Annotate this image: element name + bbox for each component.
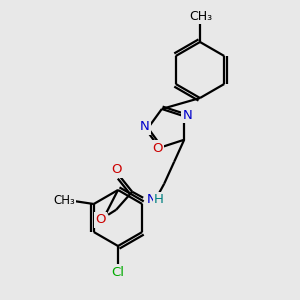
- Text: N: N: [140, 121, 150, 134]
- Text: H: H: [154, 193, 164, 206]
- Text: O: O: [95, 213, 105, 226]
- Text: O: O: [153, 142, 163, 154]
- Text: CH₃: CH₃: [53, 194, 75, 208]
- Text: N: N: [182, 109, 192, 122]
- Text: O: O: [111, 163, 122, 176]
- Text: CH₃: CH₃: [189, 10, 213, 22]
- Text: N: N: [146, 193, 156, 206]
- Text: Cl: Cl: [112, 266, 124, 280]
